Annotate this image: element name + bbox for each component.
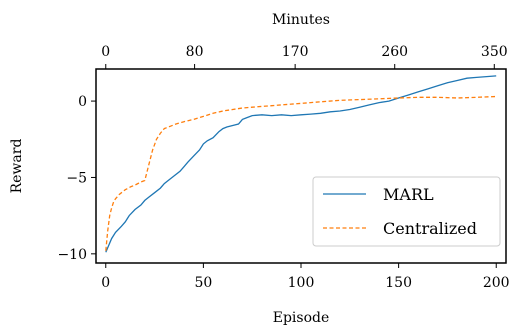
legend: MARL Centralized bbox=[312, 176, 501, 247]
x-tick-label: 200 bbox=[483, 275, 510, 291]
x-tick-label: 100 bbox=[288, 275, 315, 291]
y-tick-label: −10 bbox=[57, 247, 87, 263]
plot-area: 0 50 100 150 200 −10 −5 0 0 80 170 260 350 bbox=[57, 44, 509, 291]
ticks-layer: 0 50 100 150 200 −10 −5 0 0 80 170 260 350 bbox=[57, 44, 509, 291]
top-tick-label: 80 bbox=[186, 44, 204, 60]
x-tick-label: 150 bbox=[385, 275, 412, 291]
y-axis-label: Reward bbox=[9, 139, 25, 194]
legend-centralized-label: Centralized bbox=[383, 219, 477, 238]
top-tick-label: 170 bbox=[282, 44, 309, 60]
x-axis-label: Episode bbox=[273, 310, 330, 326]
series-layer bbox=[105, 75, 497, 253]
top-tick-label: 0 bbox=[101, 44, 110, 60]
x-tick-label: 0 bbox=[101, 275, 110, 291]
series-centralized-line bbox=[105, 95, 497, 251]
top-axis-label: Minutes bbox=[272, 12, 330, 28]
top-tick-label: 350 bbox=[481, 44, 508, 60]
top-tick-label: 260 bbox=[381, 44, 408, 60]
y-tick-label: 0 bbox=[78, 94, 87, 110]
x-tick-label: 50 bbox=[194, 275, 212, 291]
y-tick-label: −5 bbox=[66, 170, 87, 186]
series-marl-line bbox=[105, 75, 497, 253]
legend-marl-label: MARL bbox=[383, 185, 434, 204]
